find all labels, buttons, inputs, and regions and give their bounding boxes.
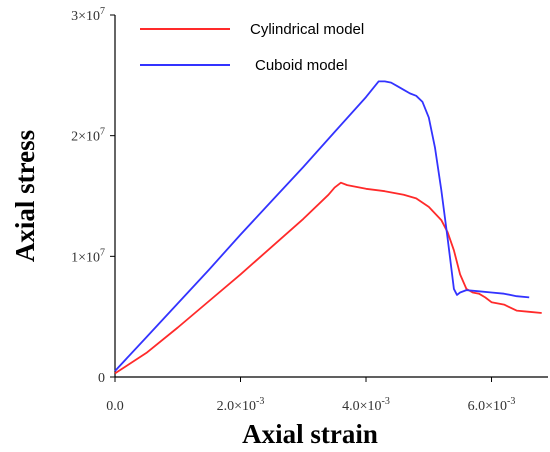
x-axis-title: Axial strain: [242, 419, 378, 449]
y-tick-label: 1×107: [71, 247, 105, 265]
x-tick-label: 2.0×10-3: [217, 396, 265, 414]
x-tick-label: 6.0×10-3: [468, 396, 516, 414]
series-line-cylindrical-model: [114, 181, 542, 375]
y-axis-title: Axial stress: [10, 130, 40, 262]
y-tick-label: 3×107: [71, 6, 105, 24]
ticks: 0.0 2.0×10-3 4.0×10-3 6.0×10-3 0 1×107 2×107 3×…: [71, 6, 515, 414]
y-tick-label: 0: [98, 371, 105, 386]
x-tick-label: 0.0: [106, 399, 124, 414]
y-tick-label: 2×107: [71, 127, 105, 145]
series-layer: [114, 80, 542, 375]
legend-label-cylindrical: Cylindrical model: [250, 21, 364, 38]
legend-label-cuboid: Cuboid model: [255, 57, 348, 74]
series-line-cuboid-model: [114, 80, 530, 372]
legend: Cylindrical model Cuboid model: [140, 21, 364, 74]
x-tick-label: 4.0×10-3: [342, 396, 390, 414]
axes: [114, 15, 548, 378]
